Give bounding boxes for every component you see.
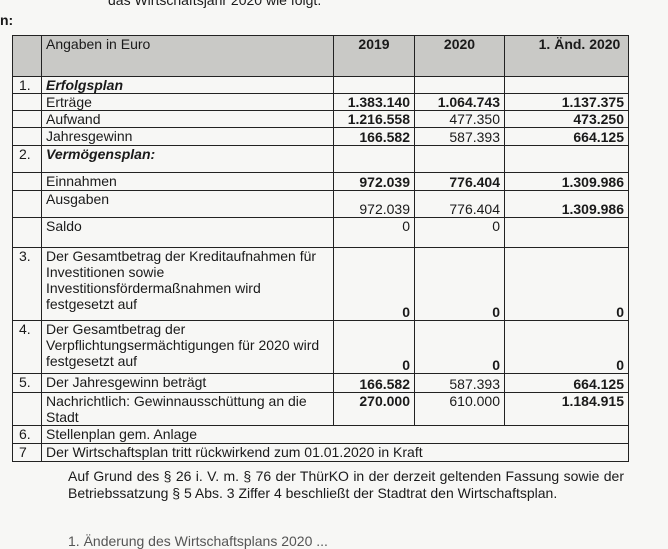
value-aend-2020: 0 [504, 247, 629, 321]
table-row: Ausgaben 972.039 776.404 1.309.986 [12, 190, 629, 218]
value-aend-2020: 473.250 [504, 110, 629, 128]
value-aend-2020 [504, 217, 629, 248]
intro-text: das Wirtschaftsjahr 2020 wie folgt. [108, 0, 322, 8]
table-row: 4. Der Gesamtbetrag der Verpflichtungserm… [12, 320, 629, 374]
value-2020: 0 [414, 320, 505, 374]
row-number [12, 217, 42, 248]
wirtschaftsplan-table: Angaben in Euro 2019 2020 1. Änd. 2020 1… [12, 35, 629, 462]
row-number: 2. [12, 145, 42, 173]
table-row: Erträge 1.383.140 1.064.743 1.137.375 [12, 93, 629, 111]
row-label: Der Gesamtbetrag der Kreditaufnahmen für… [41, 247, 334, 321]
value-2020: 587.393 [414, 127, 505, 146]
table-row: 2. Vermögensplan: [12, 145, 629, 173]
value-2020: 776.404 [414, 190, 505, 218]
table-row: Aufwand 1.216.558 477.350 473.250 [12, 110, 629, 128]
row-number: 7 [12, 443, 42, 462]
row-label: Erträge [41, 93, 334, 111]
value-2019 [333, 145, 415, 173]
row-number: 1. [12, 76, 42, 94]
value-2020 [414, 76, 505, 94]
value-2019 [333, 76, 415, 94]
value-aend-2020 [504, 145, 629, 173]
table-row: Nachrichtlich: Gewinnausschüttung an die… [12, 392, 629, 426]
row-label: Vermögensplan: [41, 145, 334, 173]
table-row: Einnahmen 972.039 776.404 1.309.986 [12, 172, 629, 191]
value-2019: 0 [333, 247, 415, 321]
row-number: 4. [12, 320, 42, 374]
table-row: 5. Der Jahresgewinn beträgt 166.582 587.393… [12, 373, 629, 393]
table-row: Jahresgewinn 166.582 587.393 664.125 [12, 127, 629, 146]
row-label: Einnahmen [41, 172, 334, 191]
value-aend-2020: 1.309.986 [504, 172, 629, 191]
header-2019: 2019 [333, 35, 415, 77]
table-row: 6. Stellenplan gem. Anlage [12, 425, 629, 444]
row-label: Saldo [41, 217, 334, 248]
value-2019: 1.383.140 [333, 93, 415, 111]
row-label: Erfolgsplan [41, 76, 334, 94]
value-2019: 0 [333, 217, 415, 248]
row-number [12, 392, 42, 426]
row-label: Stellenplan gem. Anlage [41, 425, 629, 444]
header-label: Angaben in Euro [41, 35, 334, 77]
row-number: 5. [12, 373, 42, 393]
value-2019: 972.039 [333, 190, 415, 218]
table-row: 7 Der Wirtschaftsplan tritt rückwirkend z… [12, 443, 629, 462]
value-2020: 0 [414, 217, 505, 248]
table-row: 1. Erfolgsplan [12, 76, 629, 94]
value-aend-2020: 0 [504, 320, 629, 374]
value-aend-2020: 1.184.915 [504, 392, 629, 426]
value-2020: 587.393 [414, 373, 505, 393]
table-header: Angaben in Euro 2019 2020 1. Änd. 2020 [12, 35, 629, 77]
value-aend-2020: 1.309.986 [504, 190, 629, 218]
value-2019: 0 [333, 320, 415, 374]
value-aend-2020 [504, 76, 629, 94]
table-row: 3. Der Gesamtbetrag der Kreditaufnahmen f… [12, 247, 629, 321]
value-2019: 1.216.558 [333, 110, 415, 128]
row-label: Der Gesamtbetrag der Verpflichtungsermäc… [41, 320, 334, 374]
row-label: Jahresgewinn [41, 127, 334, 146]
table-row: Saldo 0 0 [12, 217, 629, 248]
value-2019: 166.582 [333, 127, 415, 146]
value-2020: 610.000 [414, 392, 505, 426]
header-2020: 2020 [414, 35, 505, 77]
row-number [12, 127, 42, 146]
value-2020: 0 [414, 247, 505, 321]
row-number [12, 190, 42, 218]
row-label: Aufwand [41, 110, 334, 128]
row-number [12, 93, 42, 111]
left-fragment: n: [0, 12, 14, 28]
row-label: Nachrichtlich: Gewinnausschüttung an die… [41, 392, 334, 426]
header-aend-2020: 1. Änd. 2020 [504, 35, 629, 77]
value-2020: 477.350 [414, 110, 505, 128]
bottom-fragment: 1. Änderung des Wirtschaftsplans 2020 ..… [68, 533, 328, 549]
value-aend-2020: 664.125 [504, 373, 629, 393]
value-2020: 776.404 [414, 172, 505, 191]
row-label: Der Jahresgewinn beträgt [41, 373, 334, 393]
row-number [12, 110, 42, 128]
value-aend-2020: 1.137.375 [504, 93, 629, 111]
value-2019: 166.582 [333, 373, 415, 393]
row-number [12, 172, 42, 191]
value-2020: 1.064.743 [414, 93, 505, 111]
legal-paragraph: Auf Grund des § 26 i. V. m. § 76 der Thü… [68, 468, 624, 501]
value-2020 [414, 145, 505, 173]
row-label: Der Wirtschaftsplan tritt rückwirkend zu… [41, 443, 629, 462]
row-number: 6. [12, 425, 42, 444]
value-aend-2020: 664.125 [504, 127, 629, 146]
row-label: Ausgaben [41, 190, 334, 218]
value-2019: 972.039 [333, 172, 415, 191]
value-2019: 270.000 [333, 392, 415, 426]
row-number: 3. [12, 247, 42, 321]
